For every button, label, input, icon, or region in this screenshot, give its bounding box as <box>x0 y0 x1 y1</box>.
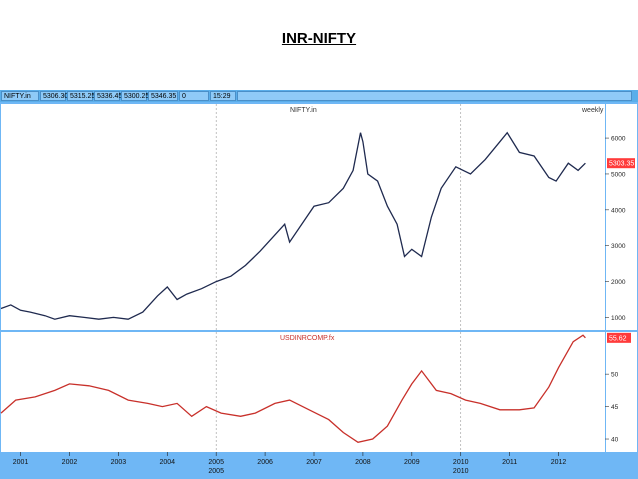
nifty-y-tick-label: 5000 <box>611 171 626 178</box>
quote-toolbar: NIFTY.in 5306.30 5315.25 5336.45 5300.25… <box>0 90 638 102</box>
x-tick-label: 2008 <box>355 459 371 466</box>
x-tick-label: 2009 <box>404 459 420 466</box>
x-tick-label: 2006 <box>257 459 273 466</box>
x-tick-label: 2007 <box>306 459 322 466</box>
chart-svg: 1000 2000 3000 4000 5000 6000 NIFTY.in weekly… <box>0 104 637 475</box>
nifty-y-tick-label: 4000 <box>611 207 626 214</box>
nifty-last-value-text: 5303.35 <box>609 161 634 168</box>
x-sublabel: 2005 <box>208 468 224 475</box>
usdinr-y-axis: 40 45 50 <box>605 372 619 444</box>
toolbar-volume: 0 <box>179 91 209 101</box>
nifty-last-value-tag <box>607 158 635 169</box>
x-tick-label: 2010 <box>453 459 469 466</box>
x-sublabel: 2010 <box>453 468 469 475</box>
page-title-text: INR-NIFTY <box>281 30 357 47</box>
toolbar-blank <box>237 91 632 101</box>
nifty-y-axis: 1000 2000 3000 4000 5000 6000 <box>605 136 626 322</box>
toolbar-open: 5306.30 <box>40 91 68 101</box>
x-tick-label: 2002 <box>62 459 78 466</box>
toolbar-low: 5336.45 <box>94 91 122 101</box>
nifty-panel <box>1 104 605 330</box>
nifty-y-tick-label: 6000 <box>611 136 626 143</box>
usdinr-last-value-text: 55.62 <box>609 335 627 342</box>
usdinr-y-tick-label: 40 <box>611 437 619 444</box>
nifty-y-tick-label: 3000 <box>611 243 626 250</box>
toolbar-prev: 5346.35 <box>148 91 178 101</box>
toolbar-high: 5315.25 <box>67 91 95 101</box>
usdinr-panel-label: USDINRCOMP.fx <box>280 335 335 342</box>
x-tick-label: 2001 <box>13 459 29 466</box>
x-axis: 2001 2002 2003 2004 2005 2006 2007 2008 2009 2010… <box>13 452 567 475</box>
nifty-axis-panel <box>606 104 637 330</box>
toolbar-time: 15:29 <box>210 91 236 101</box>
nifty-frequency-label: weekly <box>581 107 604 114</box>
nifty-y-tick-label: 2000 <box>611 279 626 286</box>
x-tick-label: 2003 <box>111 459 127 466</box>
toolbar-symbol[interactable]: NIFTY.in <box>1 91 39 101</box>
nifty-series-line <box>0 131 586 320</box>
usdinr-axis-panel <box>606 332 637 452</box>
usdinr-series-line <box>0 334 586 443</box>
nifty-panel-label: NIFTY.in <box>290 107 317 114</box>
page-title: INR-NIFTY <box>0 30 638 47</box>
x-tick-label: 2011 <box>502 459 517 466</box>
nifty-y-tick-label: 1000 <box>611 315 626 322</box>
usdinr-y-tick-label: 45 <box>611 404 619 411</box>
usdinr-panel <box>1 332 605 452</box>
x-tick-label: 2005 <box>208 459 224 466</box>
x-tick-label: 2004 <box>159 459 175 466</box>
x-tick-label: 2012 <box>551 459 567 466</box>
usdinr-last-value-tag <box>607 332 631 343</box>
usdinr-y-tick-label: 50 <box>611 372 619 379</box>
toolbar-close: 5300.25 <box>121 91 149 101</box>
chart-window: NIFTY.in 5306.30 5315.25 5336.45 5300.25… <box>0 90 638 479</box>
